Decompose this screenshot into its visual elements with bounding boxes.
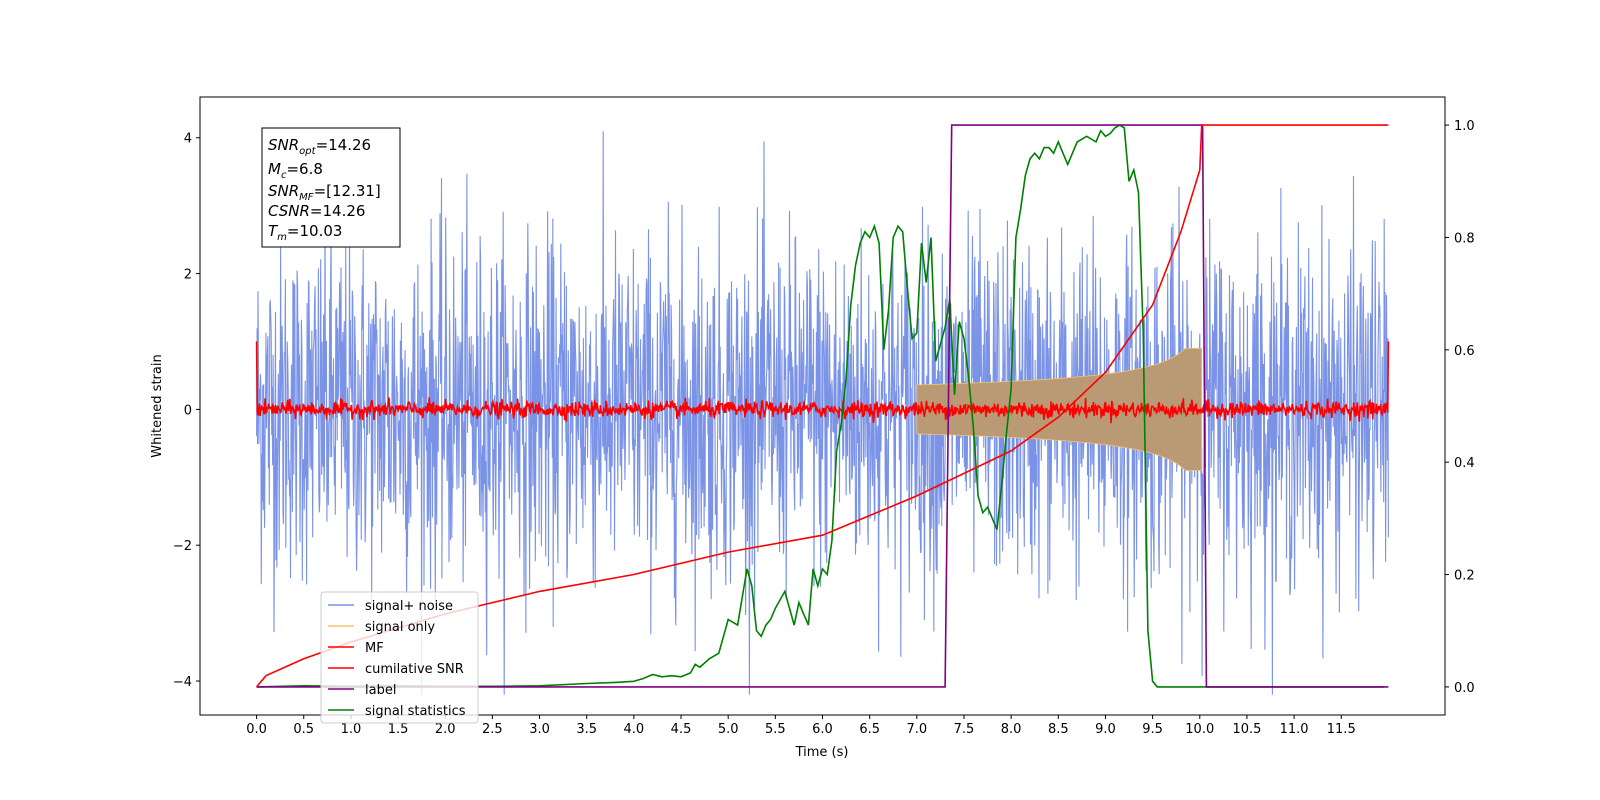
y-right-tick-label: 0.8 bbox=[1454, 231, 1475, 246]
y-left-tick-label: 2 bbox=[184, 268, 192, 283]
info-csnr: CSNR=14.26 bbox=[268, 202, 365, 220]
series-signal-statistics bbox=[256, 124, 1384, 688]
x-tick-label: 6.0 bbox=[812, 722, 833, 737]
x-tick-label: 7.5 bbox=[954, 722, 975, 737]
x-tick-label: 9.0 bbox=[1095, 722, 1116, 737]
series-signal-noise bbox=[256, 131, 1389, 695]
info-snr-opt: SNRopt=14.26 bbox=[268, 136, 371, 157]
x-tick-label: 8.0 bbox=[1001, 722, 1022, 737]
info-mc: Mc=6.8 bbox=[268, 160, 323, 181]
legend-label: signal+ noise bbox=[365, 599, 453, 614]
series-mf bbox=[255, 341, 1390, 424]
y-right-tick-label: 0.2 bbox=[1454, 569, 1475, 584]
legend-label: signal only bbox=[365, 620, 435, 635]
x-tick-label: 4.0 bbox=[624, 722, 645, 737]
info-box: SNRopt=14.26 Mc=6.8 SNRMF=[12.31] CSNR=1… bbox=[261, 127, 401, 248]
y-axis-left: 4 2 0 −2 −4 bbox=[173, 132, 200, 690]
x-tick-label: 2.5 bbox=[482, 722, 503, 737]
y-right-tick-label: 0.0 bbox=[1454, 681, 1475, 696]
y-axis-label: Whitened strain bbox=[150, 354, 165, 457]
legend-label: MF bbox=[365, 641, 384, 656]
x-tick-label: 10.5 bbox=[1232, 722, 1261, 737]
info-box-frame bbox=[261, 127, 401, 248]
series-label bbox=[256, 124, 1389, 688]
x-tick-label: 0.5 bbox=[293, 722, 314, 737]
x-tick-label: 11.0 bbox=[1280, 722, 1309, 737]
y-left-tick-label: −4 bbox=[173, 675, 192, 690]
x-tick-label: 10.0 bbox=[1185, 722, 1214, 737]
x-tick-label: 0.0 bbox=[246, 722, 267, 737]
legend-label: signal statistics bbox=[365, 704, 466, 719]
y-right-tick-label: 0.6 bbox=[1454, 344, 1475, 359]
x-tick-label: 2.0 bbox=[435, 722, 456, 737]
x-tick-label: 7.0 bbox=[906, 722, 927, 737]
x-tick-label: 1.5 bbox=[388, 722, 409, 737]
legend-label: label bbox=[365, 683, 396, 698]
x-tick-label: 3.5 bbox=[576, 722, 597, 737]
y-axis-right: 1.0 0.8 0.6 0.4 0.2 0.0 bbox=[1445, 119, 1475, 696]
x-axis: 0.0 0.5 1.0 1.5 2.0 2.5 3.0 3.5 4.0 4.5 5.0 5.5 6.0 6… bbox=[246, 715, 1356, 737]
x-tick-label: 11.5 bbox=[1327, 722, 1356, 737]
y-left-tick-label: −2 bbox=[173, 539, 192, 554]
y-left-tick-label: 4 bbox=[184, 132, 192, 147]
y-right-tick-label: 1.0 bbox=[1454, 119, 1475, 134]
x-tick-label: 6.5 bbox=[859, 722, 880, 737]
x-tick-label: 3.0 bbox=[529, 722, 550, 737]
info-snr-mf: SNRMF=[12.31] bbox=[268, 182, 381, 203]
x-axis-label: Time (s) bbox=[795, 745, 849, 760]
x-tick-label: 5.0 bbox=[718, 722, 739, 737]
legend-frame bbox=[320, 591, 479, 724]
legend-label: cumilative SNR bbox=[365, 662, 464, 677]
x-tick-label: 1.0 bbox=[341, 722, 362, 737]
legend: signal+ noise signal only MF cumilative SNR… bbox=[320, 591, 479, 724]
x-tick-label: 5.5 bbox=[765, 722, 786, 737]
x-tick-label: 4.5 bbox=[671, 722, 692, 737]
y-right-tick-label: 0.4 bbox=[1454, 456, 1475, 471]
x-tick-label: 8.5 bbox=[1048, 722, 1069, 737]
x-tick-label: 9.5 bbox=[1142, 722, 1163, 737]
y-left-tick-label: 0 bbox=[184, 403, 192, 418]
info-tm: Tm=10.03 bbox=[268, 222, 342, 243]
